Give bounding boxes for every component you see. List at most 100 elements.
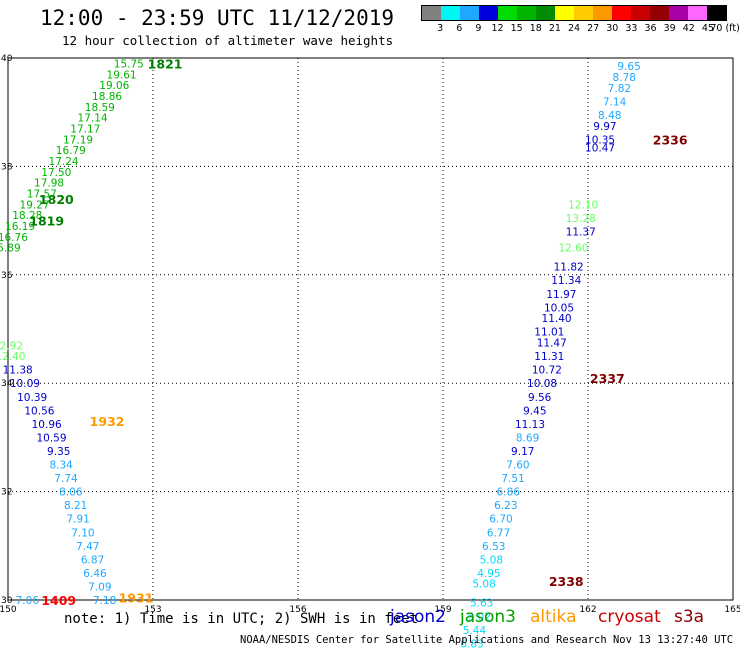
pass-time-label: 1409 bbox=[41, 593, 76, 608]
wave-height-label: 5.63 bbox=[470, 598, 493, 610]
color-swatch bbox=[460, 6, 479, 20]
color-swatch bbox=[498, 6, 517, 20]
color-scale-label: 21 bbox=[548, 23, 561, 34]
legend-jason2: jason2 bbox=[390, 607, 446, 627]
wave-height-label: 6.77 bbox=[487, 527, 510, 539]
legend-altika: altika bbox=[530, 607, 577, 627]
wave-height-label: 19.61 bbox=[107, 69, 137, 81]
wave-height-label: 11.82 bbox=[554, 262, 584, 274]
color-swatch bbox=[555, 6, 574, 20]
color-scale-label: 30 bbox=[606, 23, 619, 34]
color-swatch bbox=[536, 6, 555, 20]
color-swatch bbox=[669, 6, 688, 20]
lat-tick-label: 38 bbox=[1, 162, 13, 172]
wave-height-label: 10.09 bbox=[10, 378, 40, 390]
wave-height-label: 8.21 bbox=[64, 500, 87, 512]
wave-height-label: 8.69 bbox=[516, 432, 539, 444]
pass-time-label: 2338 bbox=[549, 574, 584, 589]
wave-height-label: 15.75 bbox=[114, 58, 144, 70]
color-scale-label: 15 bbox=[510, 23, 523, 34]
footer-note: note: 1) Time is in UTC; 2) SWH is in fe… bbox=[64, 611, 419, 627]
wave-height-label: 5.02 bbox=[468, 611, 491, 623]
map-frame bbox=[7, 57, 734, 601]
wave-height-label: 11.34 bbox=[551, 275, 581, 287]
wave-height-label: 15.89 bbox=[0, 243, 21, 255]
color-scale-label: 24 bbox=[567, 23, 581, 34]
color-scale-label: 9 bbox=[475, 23, 482, 34]
page-title: 12:00 - 23:59 UTC 11/12/2019 bbox=[40, 6, 395, 30]
page-subtitle: 12 hour collection of altimeter wave hei… bbox=[62, 33, 394, 48]
color-scale-label: 6 bbox=[456, 23, 463, 34]
wave-height-label: 18.86 bbox=[92, 91, 122, 103]
wave-height-label: 8.78 bbox=[613, 72, 636, 84]
wave-height-label: 17.57 bbox=[27, 189, 57, 201]
color-swatch bbox=[517, 6, 536, 20]
wave-height-label: 18.28 bbox=[12, 210, 42, 222]
color-swatch bbox=[707, 6, 726, 20]
color-scale-label: 33 bbox=[625, 23, 638, 34]
wave-height-label: 5.08 bbox=[472, 579, 495, 591]
wave-height-label: 10.39 bbox=[17, 392, 47, 404]
wave-height-label: 10.72 bbox=[532, 365, 562, 377]
pass-time-label: 1820 bbox=[39, 192, 74, 207]
wave-height-label: 7.18 bbox=[93, 595, 116, 607]
wave-height-label: 6.70 bbox=[489, 514, 512, 526]
wave-height-label: 19.06 bbox=[99, 80, 129, 92]
legend-cryosat: cryosat bbox=[598, 607, 661, 627]
color-scale-label: 3 bbox=[437, 23, 444, 34]
wave-height-label: 7.14 bbox=[603, 96, 627, 108]
wave-height-label: 13.28 bbox=[566, 213, 596, 225]
color-scale-label: 36 bbox=[644, 23, 657, 34]
wave-height-label: 7.60 bbox=[506, 460, 529, 472]
wave-height-label: 7.09 bbox=[88, 581, 111, 593]
color-swatch bbox=[688, 6, 707, 20]
wave-height-label: 10.59 bbox=[36, 432, 66, 444]
pass-time-label: 2337 bbox=[590, 371, 625, 386]
color-scale-label: 12 bbox=[491, 23, 504, 34]
wave-height-label: 8.34 bbox=[49, 460, 73, 472]
wave-height-label: 6.83 bbox=[460, 638, 483, 650]
wave-height-label: 8.06 bbox=[59, 487, 83, 499]
wave-height-label: 5.44 bbox=[463, 625, 487, 637]
wave-height-label: 10.08 bbox=[527, 378, 557, 390]
wave-height-label: 9.35 bbox=[47, 446, 70, 458]
pass-time-label: 1819 bbox=[29, 214, 64, 229]
wave-height-label: 11.97 bbox=[546, 289, 576, 301]
wave-height-label: 12.10 bbox=[568, 199, 598, 211]
wave-height-label: 11.13 bbox=[515, 419, 545, 431]
lon-tick-label: 165 bbox=[724, 605, 740, 615]
legend-jason3: jason3 bbox=[460, 607, 516, 627]
wave-height-label: 17.17 bbox=[70, 123, 100, 135]
pass-time-label: 1931 bbox=[119, 590, 154, 605]
color-scale-label: 18 bbox=[529, 23, 542, 34]
wave-height-label: 16.79 bbox=[56, 145, 86, 157]
color-swatch bbox=[422, 6, 441, 20]
wave-height-label: 11.38 bbox=[3, 365, 33, 377]
wave-height-label: 12.60 bbox=[558, 243, 588, 255]
legend-s3a: s3a bbox=[674, 607, 705, 627]
color-scale-labels: 3 6 9 12 15 18 21 24 27 30 33 36 39 42 45 70 (ft) bbox=[421, 21, 740, 35]
wave-height-label: 10.96 bbox=[32, 419, 62, 431]
lon-tick-label: 156 bbox=[289, 605, 306, 615]
wave-height-label: 6.87 bbox=[81, 554, 104, 566]
color-swatch bbox=[441, 6, 460, 20]
color-scale-label: 42 bbox=[682, 23, 695, 34]
wave-height-label: 17.14 bbox=[78, 113, 108, 125]
pass-time-label: 1821 bbox=[148, 56, 183, 71]
wave-height-label: 6.53 bbox=[482, 541, 505, 553]
wave-height-label: 7.10 bbox=[71, 527, 94, 539]
color-scale-label: 45 bbox=[701, 23, 714, 34]
color-scale-label: 70 (ft) bbox=[710, 23, 740, 34]
pass-time-label: 2336 bbox=[653, 132, 688, 147]
lat-tick-label: 34 bbox=[1, 379, 13, 389]
wave-height-label: 5.08 bbox=[480, 554, 503, 566]
wave-height-label: 7.06 bbox=[16, 595, 40, 607]
wave-height-label: 18.59 bbox=[85, 102, 115, 114]
wave-height-label: 7.51 bbox=[501, 473, 524, 485]
color-swatch bbox=[593, 6, 612, 20]
wave-height-label: 12.40 bbox=[0, 351, 25, 363]
color-scale-swatches bbox=[421, 5, 727, 21]
color-scale-legend: 3 6 9 12 15 18 21 24 27 30 33 36 39 42 45 70 (ft) bbox=[421, 5, 740, 35]
